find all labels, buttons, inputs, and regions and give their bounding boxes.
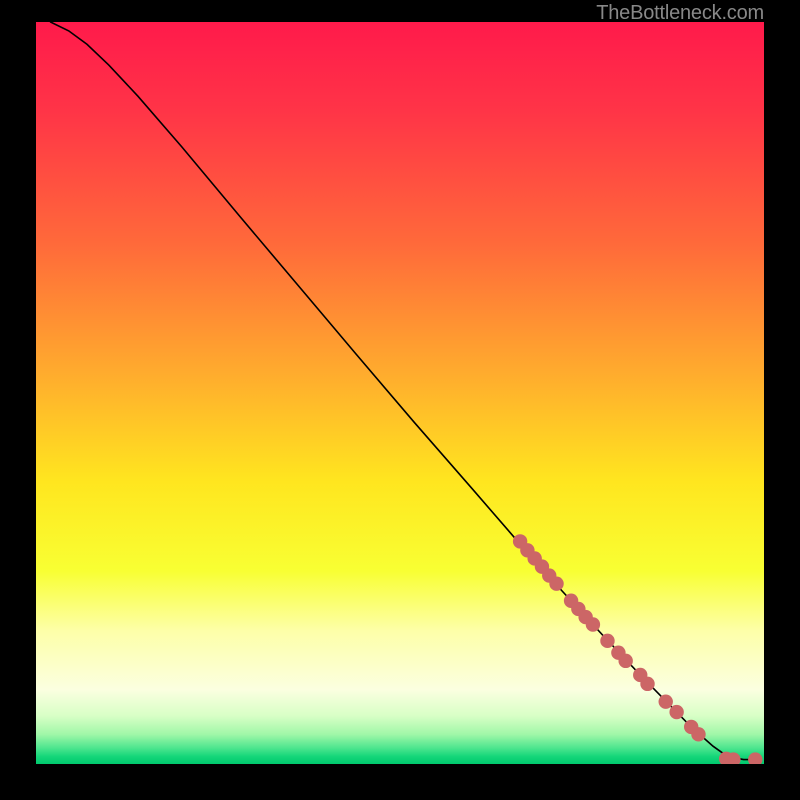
chart-svg [36, 22, 764, 764]
data-marker [669, 705, 683, 719]
gradient-background [36, 22, 764, 764]
data-marker [640, 677, 654, 691]
data-marker [600, 634, 614, 648]
data-marker [659, 694, 673, 708]
data-marker [691, 727, 705, 741]
plot-area [36, 22, 764, 764]
data-marker [549, 576, 563, 590]
watermark-text: TheBottleneck.com [596, 2, 764, 25]
data-marker [586, 617, 600, 631]
chart-container: TheBottleneck.com [0, 0, 800, 800]
data-marker [618, 654, 632, 668]
